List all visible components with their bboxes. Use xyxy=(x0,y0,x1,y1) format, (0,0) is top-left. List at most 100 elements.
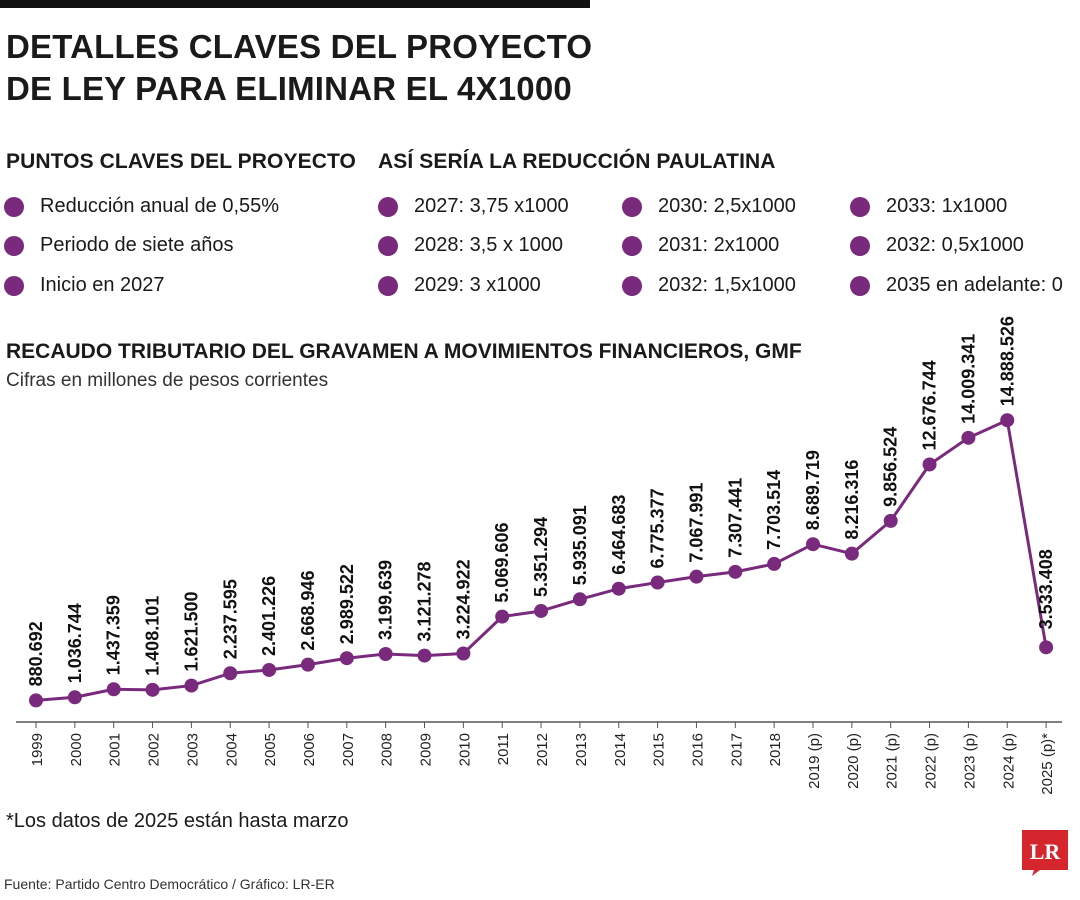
keypoints-heading: PUNTOS CLAVES DEL PROYECTO xyxy=(6,150,356,173)
data-label: 14.009.341 xyxy=(958,334,978,424)
x-tick-label: 2024 (p) xyxy=(1000,733,1017,789)
keypoint-item: Inicio en 2027 xyxy=(4,274,165,297)
logo-text: LR xyxy=(1030,839,1062,864)
data-point xyxy=(106,682,121,697)
reduction-label: 2031: 2x1000 xyxy=(658,234,780,256)
x-tick-label: 2018 xyxy=(767,733,784,766)
data-label: 2.989.522 xyxy=(337,564,357,644)
data-point xyxy=(67,690,82,705)
bullet-dot xyxy=(378,235,398,256)
x-tick-label: 2022 (p) xyxy=(923,733,940,789)
data-point xyxy=(184,678,199,693)
data-label: 3.224.922 xyxy=(453,559,473,639)
x-tick-label: 2007 xyxy=(340,733,357,766)
data-label: 5.935.091 xyxy=(570,505,590,585)
x-tick-label: 2010 xyxy=(456,733,473,766)
data-label: 8.216.316 xyxy=(842,460,862,540)
bullet-dot xyxy=(378,275,398,296)
top-accent-bar xyxy=(0,0,590,8)
lr-logo: LR xyxy=(1022,830,1068,876)
data-point xyxy=(844,546,859,561)
data-label: 7.307.441 xyxy=(725,478,745,558)
x-tick-label: 2025 (p)* xyxy=(1039,733,1056,795)
x-tick-label: 2017 xyxy=(728,733,745,766)
footnote: *Los datos de 2025 están hasta marzo xyxy=(6,810,349,832)
data-point xyxy=(1039,640,1054,655)
data-point xyxy=(1000,413,1015,428)
reduction-item: 2028: 3,5 x 1000 xyxy=(378,234,563,257)
data-label: 1.408.101 xyxy=(143,596,163,676)
data-label: 1.036.744 xyxy=(65,603,85,683)
data-label: 2.401.226 xyxy=(259,576,279,656)
reduction-label: 2033: 1x1000 xyxy=(886,195,1008,217)
data-label: 1.437.359 xyxy=(104,595,124,675)
data-label: 2.237.595 xyxy=(220,579,240,659)
x-tick-label: 2020 (p) xyxy=(845,733,862,789)
source-credit: Fuente: Partido Centro Democrático / Grá… xyxy=(4,876,335,892)
data-label: 2.668.946 xyxy=(298,571,318,651)
data-label: 7.067.991 xyxy=(686,483,706,563)
data-point xyxy=(262,662,277,677)
data-label: 8.689.719 xyxy=(803,450,823,530)
data-label: 9.856.524 xyxy=(881,427,901,507)
bullet-dot xyxy=(622,275,642,296)
bullet-dot xyxy=(622,235,642,256)
x-tick-label: 2005 xyxy=(262,733,279,766)
data-label: 7.703.514 xyxy=(764,470,784,550)
data-label: 14.888.526 xyxy=(997,316,1017,406)
data-point xyxy=(961,430,976,445)
data-point xyxy=(611,581,626,596)
keypoint-label: Periodo de siete años xyxy=(40,234,234,256)
data-point xyxy=(339,651,354,666)
reduction-item: 2032: 0,5x1000 xyxy=(850,234,1024,257)
data-point xyxy=(767,556,782,571)
x-tick-label: 2021 (p) xyxy=(884,733,901,789)
data-point xyxy=(806,537,820,552)
x-tick-label: 2004 xyxy=(223,733,240,766)
data-label: 6.775.377 xyxy=(648,488,668,568)
x-tick-label: 2023 (p) xyxy=(961,733,978,789)
x-tick-label: 2019 (p) xyxy=(806,733,823,789)
data-point xyxy=(145,682,160,697)
x-tick-label: 2013 xyxy=(573,733,590,766)
data-label: 5.351.294 xyxy=(531,517,551,597)
x-tick-label: 1999 xyxy=(29,733,46,766)
data-label: 6.464.683 xyxy=(609,495,629,575)
keypoint-label: Reducción anual de 0,55% xyxy=(40,195,280,217)
x-tick-label: 2006 xyxy=(301,733,318,766)
reduction-item: 2035 en adelante: 0 xyxy=(850,274,1063,297)
reduction-item: 2029: 3 x1000 xyxy=(378,274,541,297)
reduction-label: 2029: 3 x1000 xyxy=(414,274,541,296)
reduction-label: 2028: 3,5 x 1000 xyxy=(414,234,564,256)
reduction-item: 2030: 2,5x1000 xyxy=(622,195,796,218)
x-tick-label: 2001 xyxy=(107,733,124,766)
bullet-dot xyxy=(622,196,642,217)
data-point xyxy=(650,575,665,590)
x-tick-label: 2009 xyxy=(418,733,435,766)
data-point xyxy=(300,657,315,672)
data-point xyxy=(883,513,898,528)
data-label: 12.676.744 xyxy=(920,360,940,450)
data-point xyxy=(689,569,704,584)
x-tick-label: 2014 xyxy=(612,733,629,766)
x-tick-label: 2011 xyxy=(495,733,512,765)
reduction-label: 2035 en adelante: 0 xyxy=(886,274,1063,296)
reduction-label: 2032: 1,5x1000 xyxy=(658,274,796,296)
data-point xyxy=(495,609,510,624)
x-tick-label: 2015 xyxy=(651,733,668,766)
x-tick-label: 2003 xyxy=(184,733,201,766)
x-tick-label: 2008 xyxy=(379,733,396,766)
reduction-label: 2027: 3,75 x1000 xyxy=(414,195,569,217)
bullet-dot xyxy=(850,196,870,217)
x-tick-label: 2002 xyxy=(146,733,163,766)
page-title-line-2: DE LEY PARA ELIMINAR EL 4X1000 xyxy=(6,70,572,107)
bullet-dot xyxy=(850,235,870,256)
data-point xyxy=(534,603,549,618)
data-point xyxy=(378,647,393,662)
data-label: 3.533.408 xyxy=(1036,549,1056,629)
data-point xyxy=(223,666,238,681)
chart-subtitle: Cifras en millones de pesos corrientes xyxy=(6,370,329,391)
reduction-label: 2032: 0,5x1000 xyxy=(886,234,1024,256)
data-label: 880.692 xyxy=(26,621,46,686)
